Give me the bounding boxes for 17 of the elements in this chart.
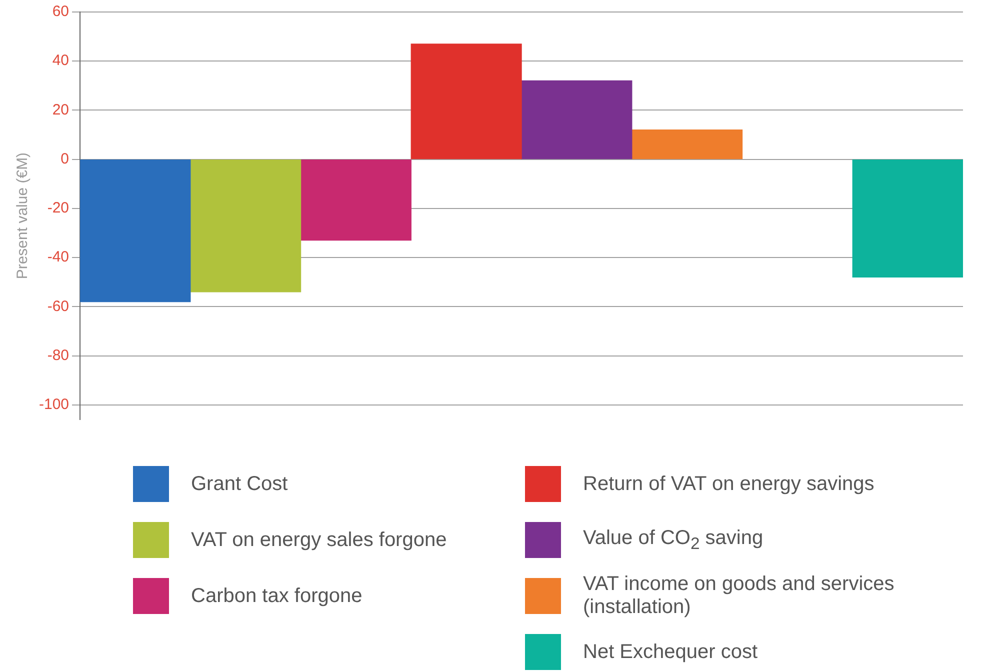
y-tick-label: -40 [47, 248, 70, 266]
y-tick-label: -100 [38, 396, 70, 414]
legend-label: Grant Cost [191, 472, 288, 496]
legend-label: Value of CO$_{2}$ saving [583, 526, 764, 554]
y-tick-label: 40 [52, 52, 70, 70]
legend-label: VAT income on goods and services (installation) [583, 573, 896, 619]
y-axis-title: Present value (€M) [14, 152, 32, 280]
y-tick-label: -60 [47, 298, 70, 315]
y-tick-label: 60 [52, 3, 70, 20]
y-tick-label: 20 [52, 101, 70, 118]
legend-label: Return of VAT on energy savings [583, 472, 874, 496]
y-tick-label: -20 [47, 200, 70, 217]
y-tick-label: 0 [60, 150, 70, 168]
y-tick-label: -80 [47, 346, 70, 364]
legend-label: VAT on energy sales forgone [191, 528, 447, 552]
legend-label: Net Exchequer cost [583, 640, 758, 664]
legend-label: Carbon tax forgone [191, 584, 362, 608]
